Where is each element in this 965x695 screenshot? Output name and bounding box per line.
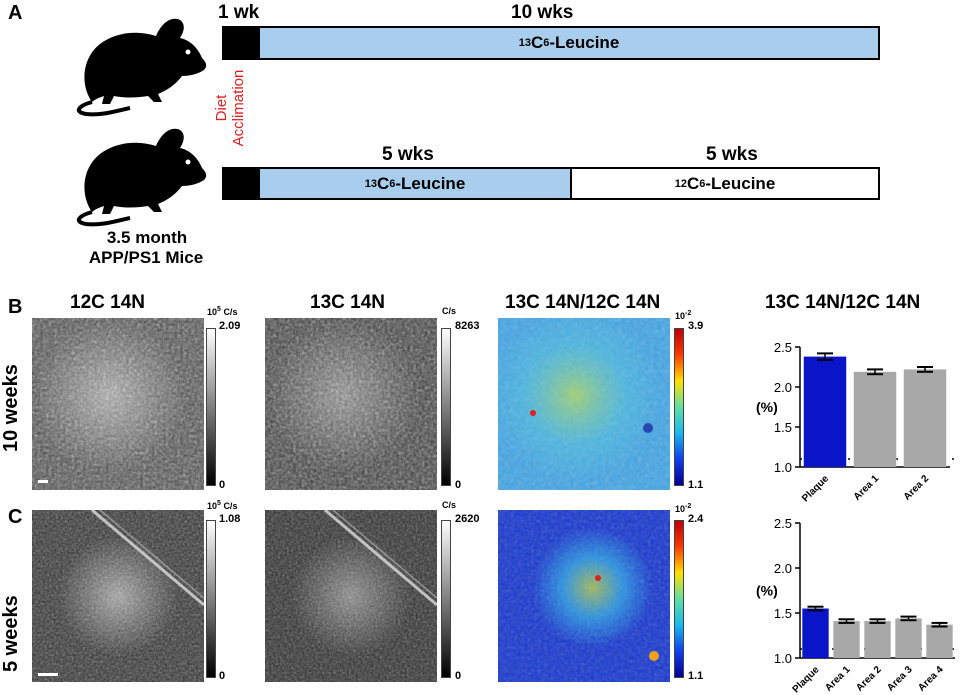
x-tick-label: Area 2 (902, 473, 932, 503)
col-title-12c14n: 12C 14N (70, 292, 145, 313)
timeline-top: 13 C 6 -Leucine (222, 26, 880, 60)
colorbar-b3-max: 3.9 (688, 320, 704, 332)
acclimation-line1: Diet (213, 94, 230, 122)
timeline-bottom-12c: 12 C 6 -Leucine (572, 169, 878, 198)
y-axis-label: (%) (756, 583, 778, 599)
x-tick-label: Area 1 (852, 473, 882, 503)
y-tick-label: 1.5 (774, 420, 792, 435)
y-tick-label: 2.0 (774, 561, 792, 576)
timeline-bottom-13c: 13 C 6 -Leucine (260, 169, 572, 198)
panel-letter-b: B (8, 296, 23, 318)
image-c-12c14n (32, 510, 204, 682)
timeline-bottom: 13 C 6 -Leucine 12 C 6 -Leucine (222, 167, 880, 200)
bar-chart-10weeks: 1.0 1.5 2.0 2.5 (%) Plaque Area 1 Area 2 (756, 340, 955, 504)
colorbar-b1-max: 2.09 (219, 320, 241, 332)
y-tick-label: 2.0 (774, 380, 792, 395)
bar-area-2 (903, 369, 947, 467)
y-tick-label: 2.5 (774, 340, 792, 355)
row-label-10weeks: 10 weeks (0, 364, 22, 452)
y-tick-label: 1.0 (774, 651, 792, 666)
colorbar-c3-unit: 10-2 (675, 503, 692, 514)
acclimation-label: Diet Acclimation (213, 58, 247, 158)
x-tick-label: Area 2 (854, 664, 884, 694)
y-axis-label: (%) (756, 399, 778, 415)
mouse-icon-top (76, 18, 207, 117)
mouse-icon-bottom (76, 128, 207, 227)
image-c-ratio (498, 510, 670, 682)
duration-5wks-b: 5 wks (706, 144, 758, 165)
x-tick-label: Plaque (800, 473, 831, 504)
colorbar-c2-unit: C/s (442, 500, 457, 510)
bar-plaque (802, 608, 829, 658)
colorbar-b3-min: 1.1 (688, 479, 704, 491)
panel-letter-a: A (8, 2, 23, 24)
colorbar-c2-min: 0 (455, 670, 462, 682)
bar-area-4 (926, 624, 953, 658)
timeline-bottom-acclimation (224, 169, 260, 198)
x-tick-label: Area 4 (916, 664, 946, 694)
mice-label-line2: APP/PS1 Mice (88, 248, 204, 267)
colorbar-b2-max: 8263 (455, 320, 480, 332)
colorbar-c1 (206, 520, 216, 678)
bar-area-2 (864, 621, 891, 658)
colorbar-b3-unit: 10-2 (675, 310, 692, 321)
image-b-12c14n (32, 318, 204, 490)
row-label-5weeks: 5 weeks (0, 595, 22, 672)
colorbar-b1-min: 0 (219, 479, 226, 491)
duration-10wks: 10 wks (511, 2, 574, 23)
duration-1wk: 1 wk (218, 2, 260, 23)
y-tick-label: 2.5 (774, 516, 792, 531)
bar-area-1 (833, 621, 860, 658)
x-tick-label: Area 1 (823, 664, 853, 694)
bar-area-3 (895, 618, 922, 658)
colorbar-c2 (441, 520, 451, 678)
timeline-top-13c: 13 C 6 -Leucine (260, 28, 878, 58)
y-tick-label: 1.5 (774, 606, 792, 621)
x-tick-label: Area 3 (885, 664, 915, 694)
colorbar-c3-min: 1.1 (688, 670, 704, 682)
colorbar-b2-min: 0 (455, 479, 462, 491)
image-c-13c14n (265, 510, 437, 682)
acclimation-line2: Acclimation (230, 69, 247, 147)
colorbar-b3 (674, 328, 684, 486)
col-title-13c14n: 13C 14N (310, 292, 385, 313)
colorbar-c1-max: 1.08 (219, 513, 241, 525)
y-tick-label: 1.0 (774, 460, 792, 475)
mice-label-line1: 3.5 month (106, 228, 188, 247)
colorbar-c3 (674, 520, 684, 678)
bar-plaque (803, 356, 847, 467)
panel-letter-c: C (8, 506, 23, 528)
col-title-ratio: 13C 14N/12C 14N (505, 292, 661, 313)
colorbar-b1-unit: 105 C/s (207, 306, 238, 317)
colorbar-b2 (441, 328, 451, 486)
colorbar-c1-min: 0 (219, 670, 226, 682)
bar-area-1 (853, 371, 897, 467)
image-b-ratio (498, 318, 670, 490)
colorbar-c3-max: 2.4 (688, 513, 704, 525)
colorbar-c1-unit: 105 C/s (207, 500, 238, 511)
colorbar-b1 (206, 328, 216, 486)
duration-5wks-a: 5 wks (382, 144, 434, 165)
image-b-13c14n (265, 318, 437, 490)
x-tick-label: Plaque (791, 664, 822, 695)
colorbar-c2-max: 2620 (455, 513, 480, 525)
timeline-top-acclimation (224, 28, 260, 58)
colorbar-b2-unit: C/s (442, 306, 457, 316)
col-title-ratio-chart: 13C 14N/12C 14N (765, 292, 921, 313)
